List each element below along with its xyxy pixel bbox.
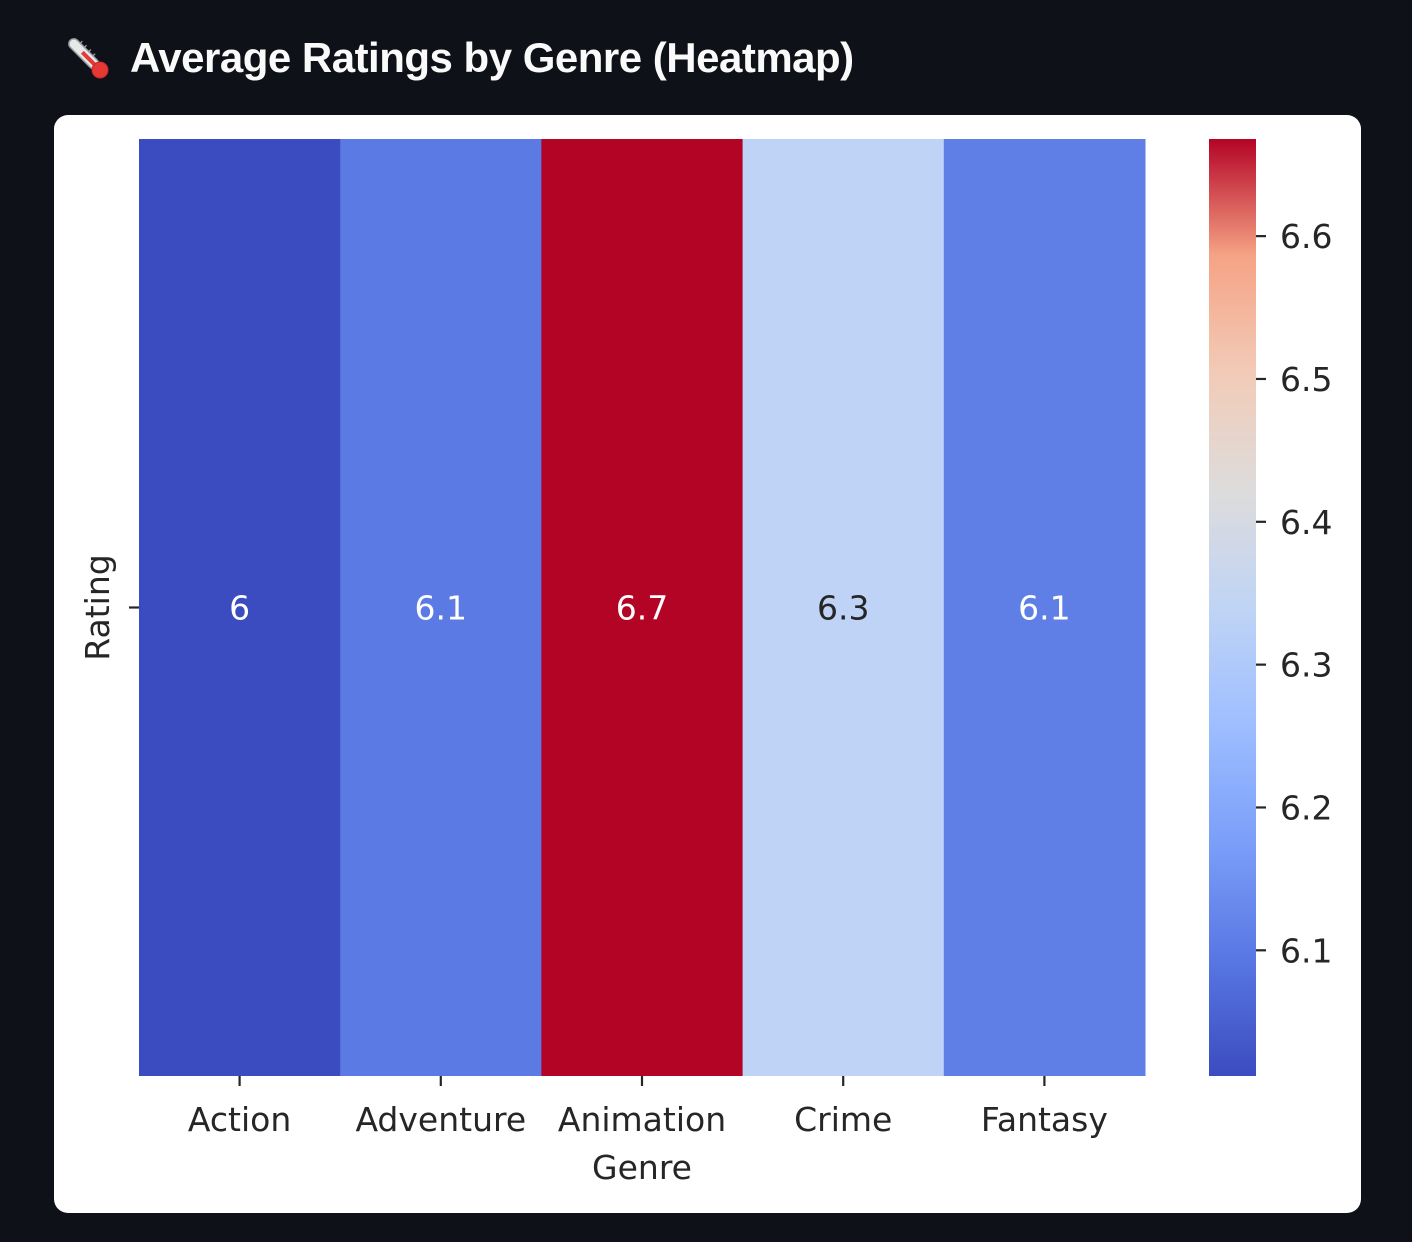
y-tick-label: Rating: [78, 554, 117, 660]
x-tick-label: Adventure: [355, 1100, 526, 1139]
heatmap-cell-action: [139, 139, 341, 1076]
cell-value-label: 6.7: [616, 589, 668, 628]
heatmap-cell-crime: [742, 139, 945, 1076]
colorbar-tick-label: 6.2: [1280, 788, 1332, 827]
thermometer-icon: [68, 38, 109, 79]
colorbar-tick-label: 6.3: [1280, 646, 1332, 685]
heatmap-cell-animation: [541, 139, 744, 1076]
colorbar: [1209, 139, 1256, 1076]
cell-value-label: 6.3: [817, 589, 869, 628]
heatmap-chart: 6 6.1 6.7 6.3 6.1 Action Adventure Animation Cr…: [78, 139, 1332, 1187]
colorbar-tick-label: 6.6: [1280, 217, 1332, 256]
x-tick-label: Action: [188, 1100, 291, 1139]
x-axis-label: Genre: [592, 1148, 692, 1187]
section-header: Average Ratings by Genre (Heatmap): [60, 28, 854, 88]
x-tick-label: Animation: [558, 1100, 726, 1139]
heatmap-cell-fantasy: [943, 139, 1146, 1076]
colorbar-tick-label: 6.5: [1280, 360, 1332, 399]
cell-value-label: 6: [229, 589, 250, 628]
cell-value-label: 6.1: [1018, 589, 1070, 628]
page-title: Average Ratings by Genre (Heatmap): [130, 34, 854, 81]
chart-card: 6 6.1 6.7 6.3 6.1 Action Adventure Animation Cr…: [54, 115, 1361, 1213]
colorbar-tick-label: 6.1: [1280, 931, 1332, 970]
heatmap-cell-adventure: [340, 139, 542, 1076]
x-tick-label: Crime: [794, 1100, 892, 1139]
cell-value-label: 6.1: [415, 589, 467, 628]
x-tick-label: Fantasy: [981, 1100, 1108, 1139]
colorbar-tick-label: 6.4: [1280, 503, 1332, 542]
